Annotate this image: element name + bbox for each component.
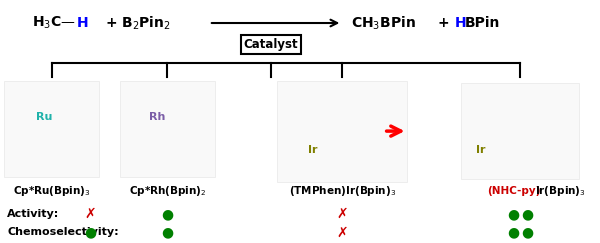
Text: ✗: ✗ <box>337 207 348 221</box>
Text: Cp*Rh(Bpin)$_2$: Cp*Rh(Bpin)$_2$ <box>128 184 206 198</box>
Text: CH$_3$BPin: CH$_3$BPin <box>351 14 416 32</box>
Text: Cp*Ru(Bpin)$_3$: Cp*Ru(Bpin)$_3$ <box>13 184 91 198</box>
Text: ✗: ✗ <box>337 226 348 240</box>
Text: ●: ● <box>521 226 533 240</box>
Bar <box>4 81 99 177</box>
Text: H: H <box>77 16 88 30</box>
Bar <box>120 81 215 177</box>
Text: Activity:: Activity: <box>7 209 59 219</box>
Text: H$_3$C—: H$_3$C— <box>32 15 76 31</box>
FancyArrowPatch shape <box>212 20 337 26</box>
Text: ●: ● <box>507 226 519 240</box>
FancyArrowPatch shape <box>386 126 401 136</box>
Text: ●: ● <box>161 226 173 240</box>
Text: Ru: Ru <box>36 112 52 122</box>
Text: BPin: BPin <box>465 16 500 30</box>
Text: (NHC-py): (NHC-py) <box>487 186 541 196</box>
Text: + B$_2$Pin$_2$: + B$_2$Pin$_2$ <box>105 14 171 32</box>
Text: ●: ● <box>161 207 173 221</box>
Text: Rh: Rh <box>149 112 165 122</box>
Bar <box>277 81 407 182</box>
Text: Ir: Ir <box>476 145 485 155</box>
Text: Chemoselectivity:: Chemoselectivity: <box>7 227 119 237</box>
Text: Ir: Ir <box>308 145 317 155</box>
Text: ●: ● <box>84 226 97 240</box>
Text: ●: ● <box>507 207 519 221</box>
Text: Ir(Bpin)$_3$: Ir(Bpin)$_3$ <box>535 184 586 198</box>
Bar <box>461 83 580 179</box>
Text: +: + <box>437 16 449 30</box>
Text: H: H <box>455 16 467 30</box>
Text: ✗: ✗ <box>85 207 96 221</box>
Text: Catalyst: Catalyst <box>244 38 298 51</box>
Text: ●: ● <box>521 207 533 221</box>
Text: (TMPhen)Ir(Bpin)$_3$: (TMPhen)Ir(Bpin)$_3$ <box>289 184 396 198</box>
